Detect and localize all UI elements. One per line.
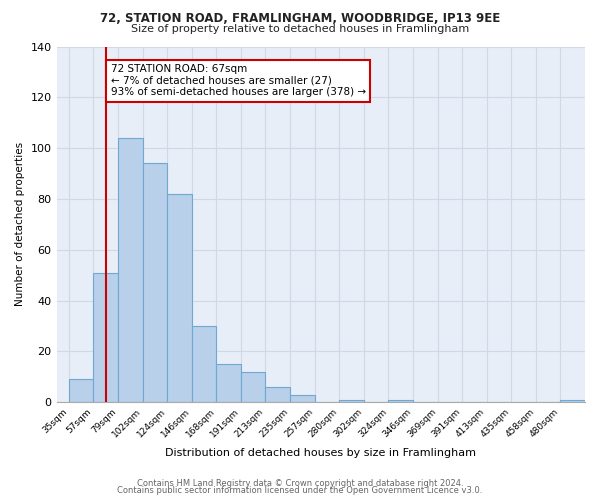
Bar [241,372,265,402]
Bar [388,400,413,402]
Y-axis label: Number of detached properties: Number of detached properties [15,142,25,306]
Text: Contains HM Land Registry data © Crown copyright and database right 2024.: Contains HM Land Registry data © Crown c… [137,478,463,488]
Bar [290,394,314,402]
Text: 72, STATION ROAD, FRAMLINGHAM, WOODBRIDGE, IP13 9EE: 72, STATION ROAD, FRAMLINGHAM, WOODBRIDG… [100,12,500,26]
Bar [118,138,143,402]
Bar [265,387,290,402]
Bar [192,326,217,402]
X-axis label: Distribution of detached houses by size in Framlingham: Distribution of detached houses by size … [165,448,476,458]
Text: Size of property relative to detached houses in Framlingham: Size of property relative to detached ho… [131,24,469,34]
Bar [560,400,585,402]
Bar [69,380,94,402]
Text: Contains public sector information licensed under the Open Government Licence v3: Contains public sector information licen… [118,486,482,495]
Bar [217,364,241,402]
Bar [143,164,167,402]
Text: 72 STATION ROAD: 67sqm
← 7% of detached houses are smaller (27)
93% of semi-deta: 72 STATION ROAD: 67sqm ← 7% of detached … [110,64,366,98]
Bar [339,400,364,402]
Bar [167,194,192,402]
Bar [94,272,118,402]
